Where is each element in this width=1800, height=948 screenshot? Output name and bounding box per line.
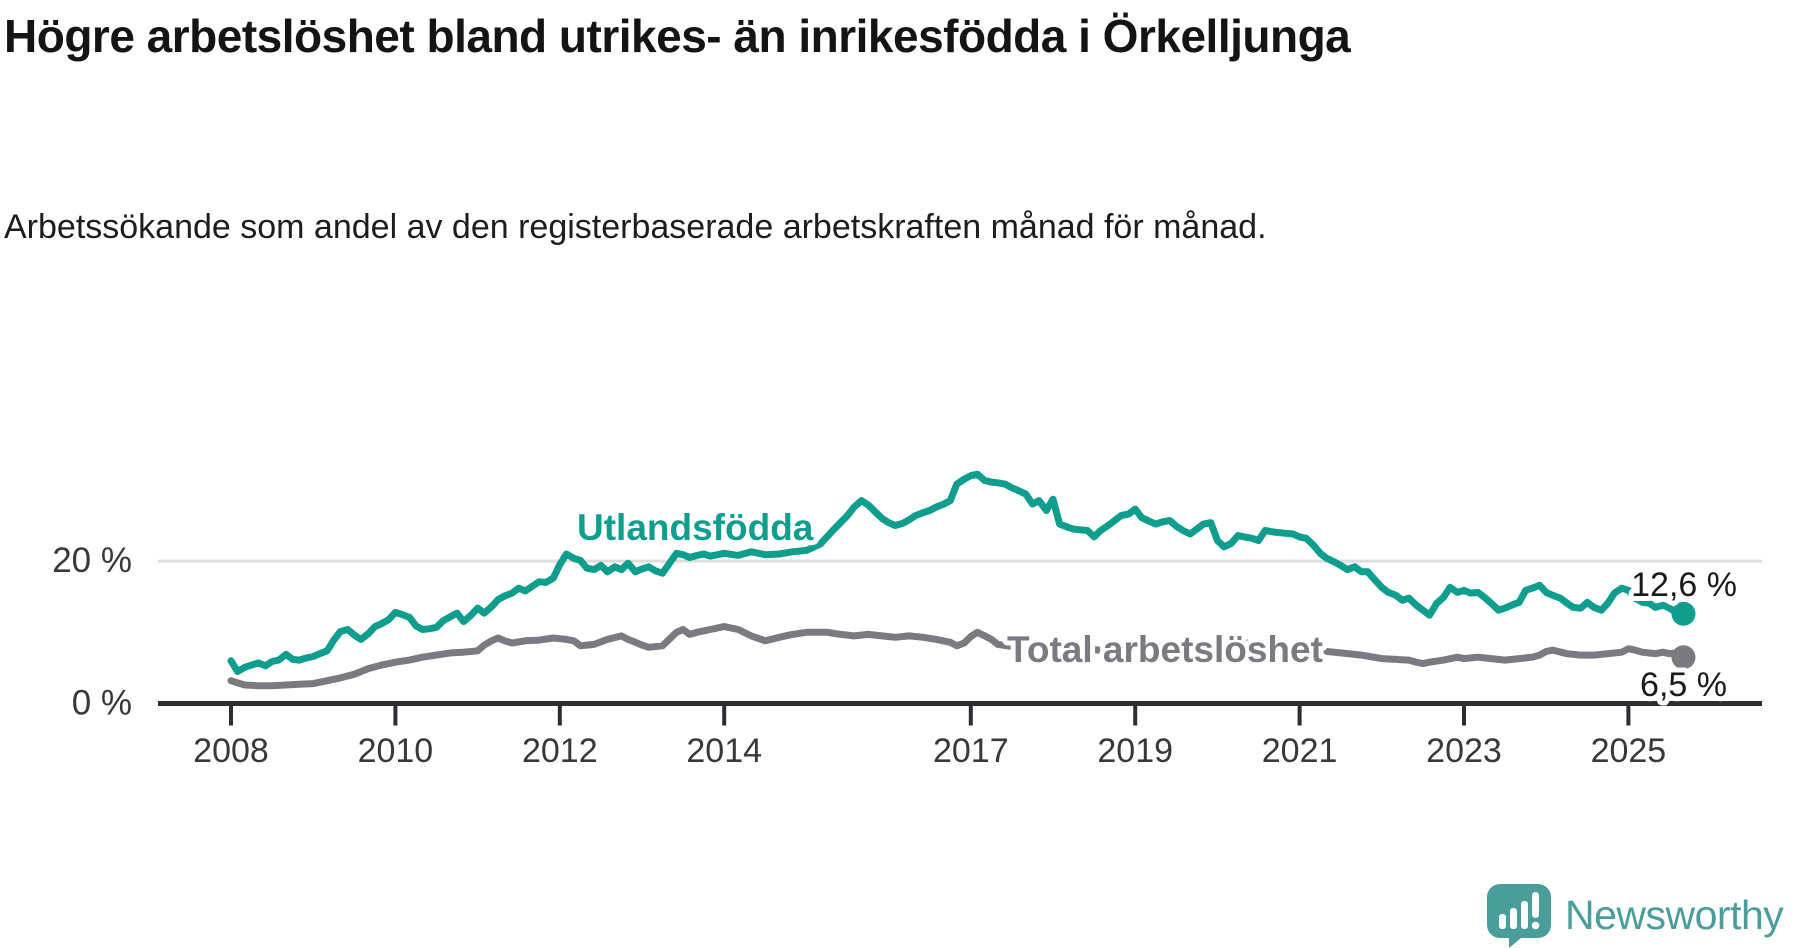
x-tick-label: 2014 (686, 732, 762, 770)
chart-title: Högre arbetslöshet bland utrikes- än inr… (4, 10, 1351, 62)
x-tick-label: 2017 (933, 732, 1009, 770)
x-tick-label: 2012 (522, 732, 598, 770)
series-label-utlandsfodda: Utlandsfödda (577, 507, 814, 548)
end-value-label-utlandsfodda: 12,6 % (1631, 566, 1737, 604)
chart-subtitle: Arbetssökande som andel av den registerb… (4, 208, 1267, 247)
newsworthy-logo: Newsworthy (1487, 884, 1784, 948)
series-line-utlandsfodda (227, 470, 1687, 675)
end-dot-utlandsfodda (1671, 601, 1696, 626)
end-value-label-total: 6,5 % (1640, 666, 1727, 704)
x-tick-label: 2019 (1097, 732, 1173, 770)
y-tick-label: 0 % (72, 684, 132, 723)
newsworthy-logo-text: Newsworthy (1565, 892, 1784, 938)
y-tick-label: 20 % (52, 541, 132, 580)
end-dot-total (1671, 645, 1696, 670)
unemployment-line-chart: 0 % 20 % 2008 2010 2012 2014 2017 2019 2021 2023 2… (52, 470, 1762, 770)
x-tick-label: 2021 (1262, 732, 1338, 770)
x-tick-label: 2025 (1591, 732, 1667, 770)
newsworthy-logo-icon (1487, 884, 1551, 948)
x-tick-label: 2023 (1426, 732, 1502, 770)
x-tick-label: 2010 (358, 732, 434, 770)
x-tick-label: 2008 (193, 732, 269, 770)
series-label-total: Total arbetslöshet (1007, 629, 1323, 670)
series-line-total (227, 623, 1687, 690)
